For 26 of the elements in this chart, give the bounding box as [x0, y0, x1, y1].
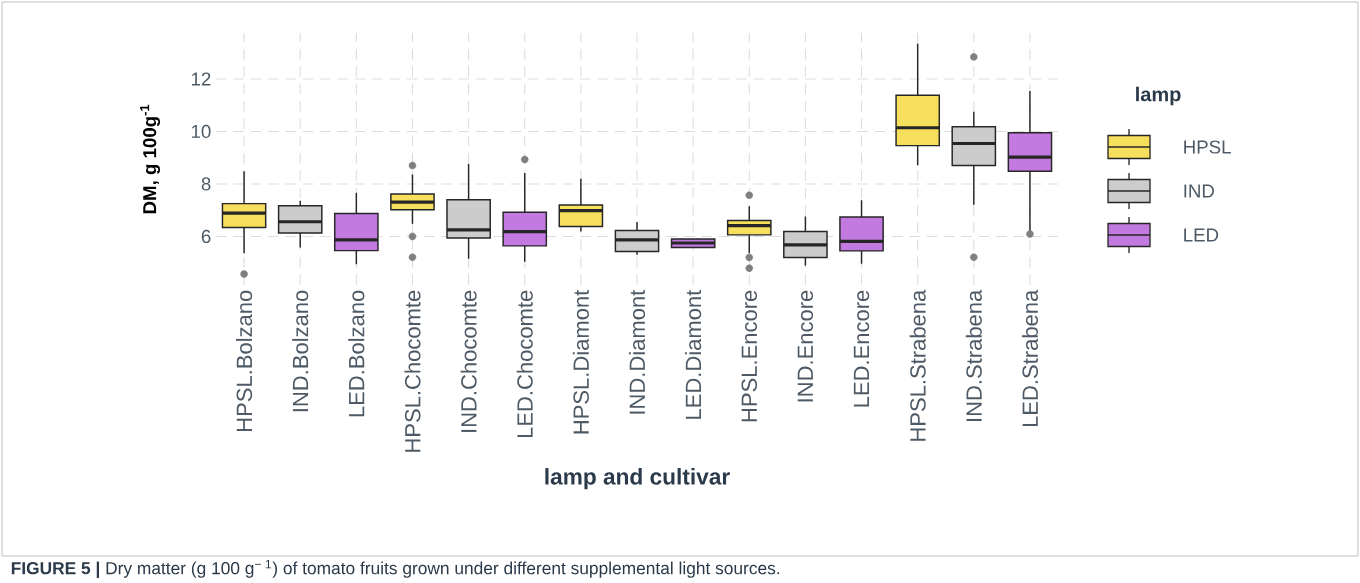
x-tick-label: LED.Strabena: [1021, 289, 1039, 427]
y-axis-title: DM, g 100g$^{-1}$: [140, 104, 161, 214]
x-tick-label: HPSL.Bolzano: [236, 290, 253, 431]
x-tick-label: HPSL.Strabena: [909, 289, 926, 441]
legend-label: IND: [1184, 184, 1214, 198]
y-tick-label: 10: [191, 124, 211, 139]
x-tick-label: IND.Strabena: [965, 289, 982, 421]
x-tick-label: IND.Encore: [797, 290, 814, 402]
x-tick-label: LED.Diamont: [685, 289, 702, 419]
x-tick-label: LED.Chocomte: [516, 290, 533, 438]
x-tick-label: IND.Bolzano: [292, 290, 309, 412]
x-tick-label: HPSL.Encore: [741, 290, 758, 422]
x-tick-label: IND.Chocomte: [460, 290, 477, 432]
x-axis-title: lamp and cultivar: [545, 468, 730, 490]
x-tick-label: HPSL.Chocomte: [404, 290, 421, 452]
y-tick-label: 8: [201, 177, 211, 191]
y-tick-label: 6: [201, 229, 211, 244]
legend-title: lamp: [1136, 86, 1181, 106]
x-tick-label: HPSL.Diamont: [572, 289, 589, 434]
x-tick-label: IND.Diamont: [628, 289, 646, 414]
legend-label: LED: [1184, 228, 1219, 242]
x-tick-label: LED.Bolzano: [348, 290, 365, 417]
text: FIGURE 5 | Dry matter (g 100 g$^{− 1}$) of tomato fruits grown under different supplemental light sources.: [11, 560, 780, 578]
y-tick-label: 12: [191, 72, 211, 86]
x-tick-label: LED.Encore: [853, 290, 870, 407]
legend-label: HPSL: [1184, 140, 1231, 154]
